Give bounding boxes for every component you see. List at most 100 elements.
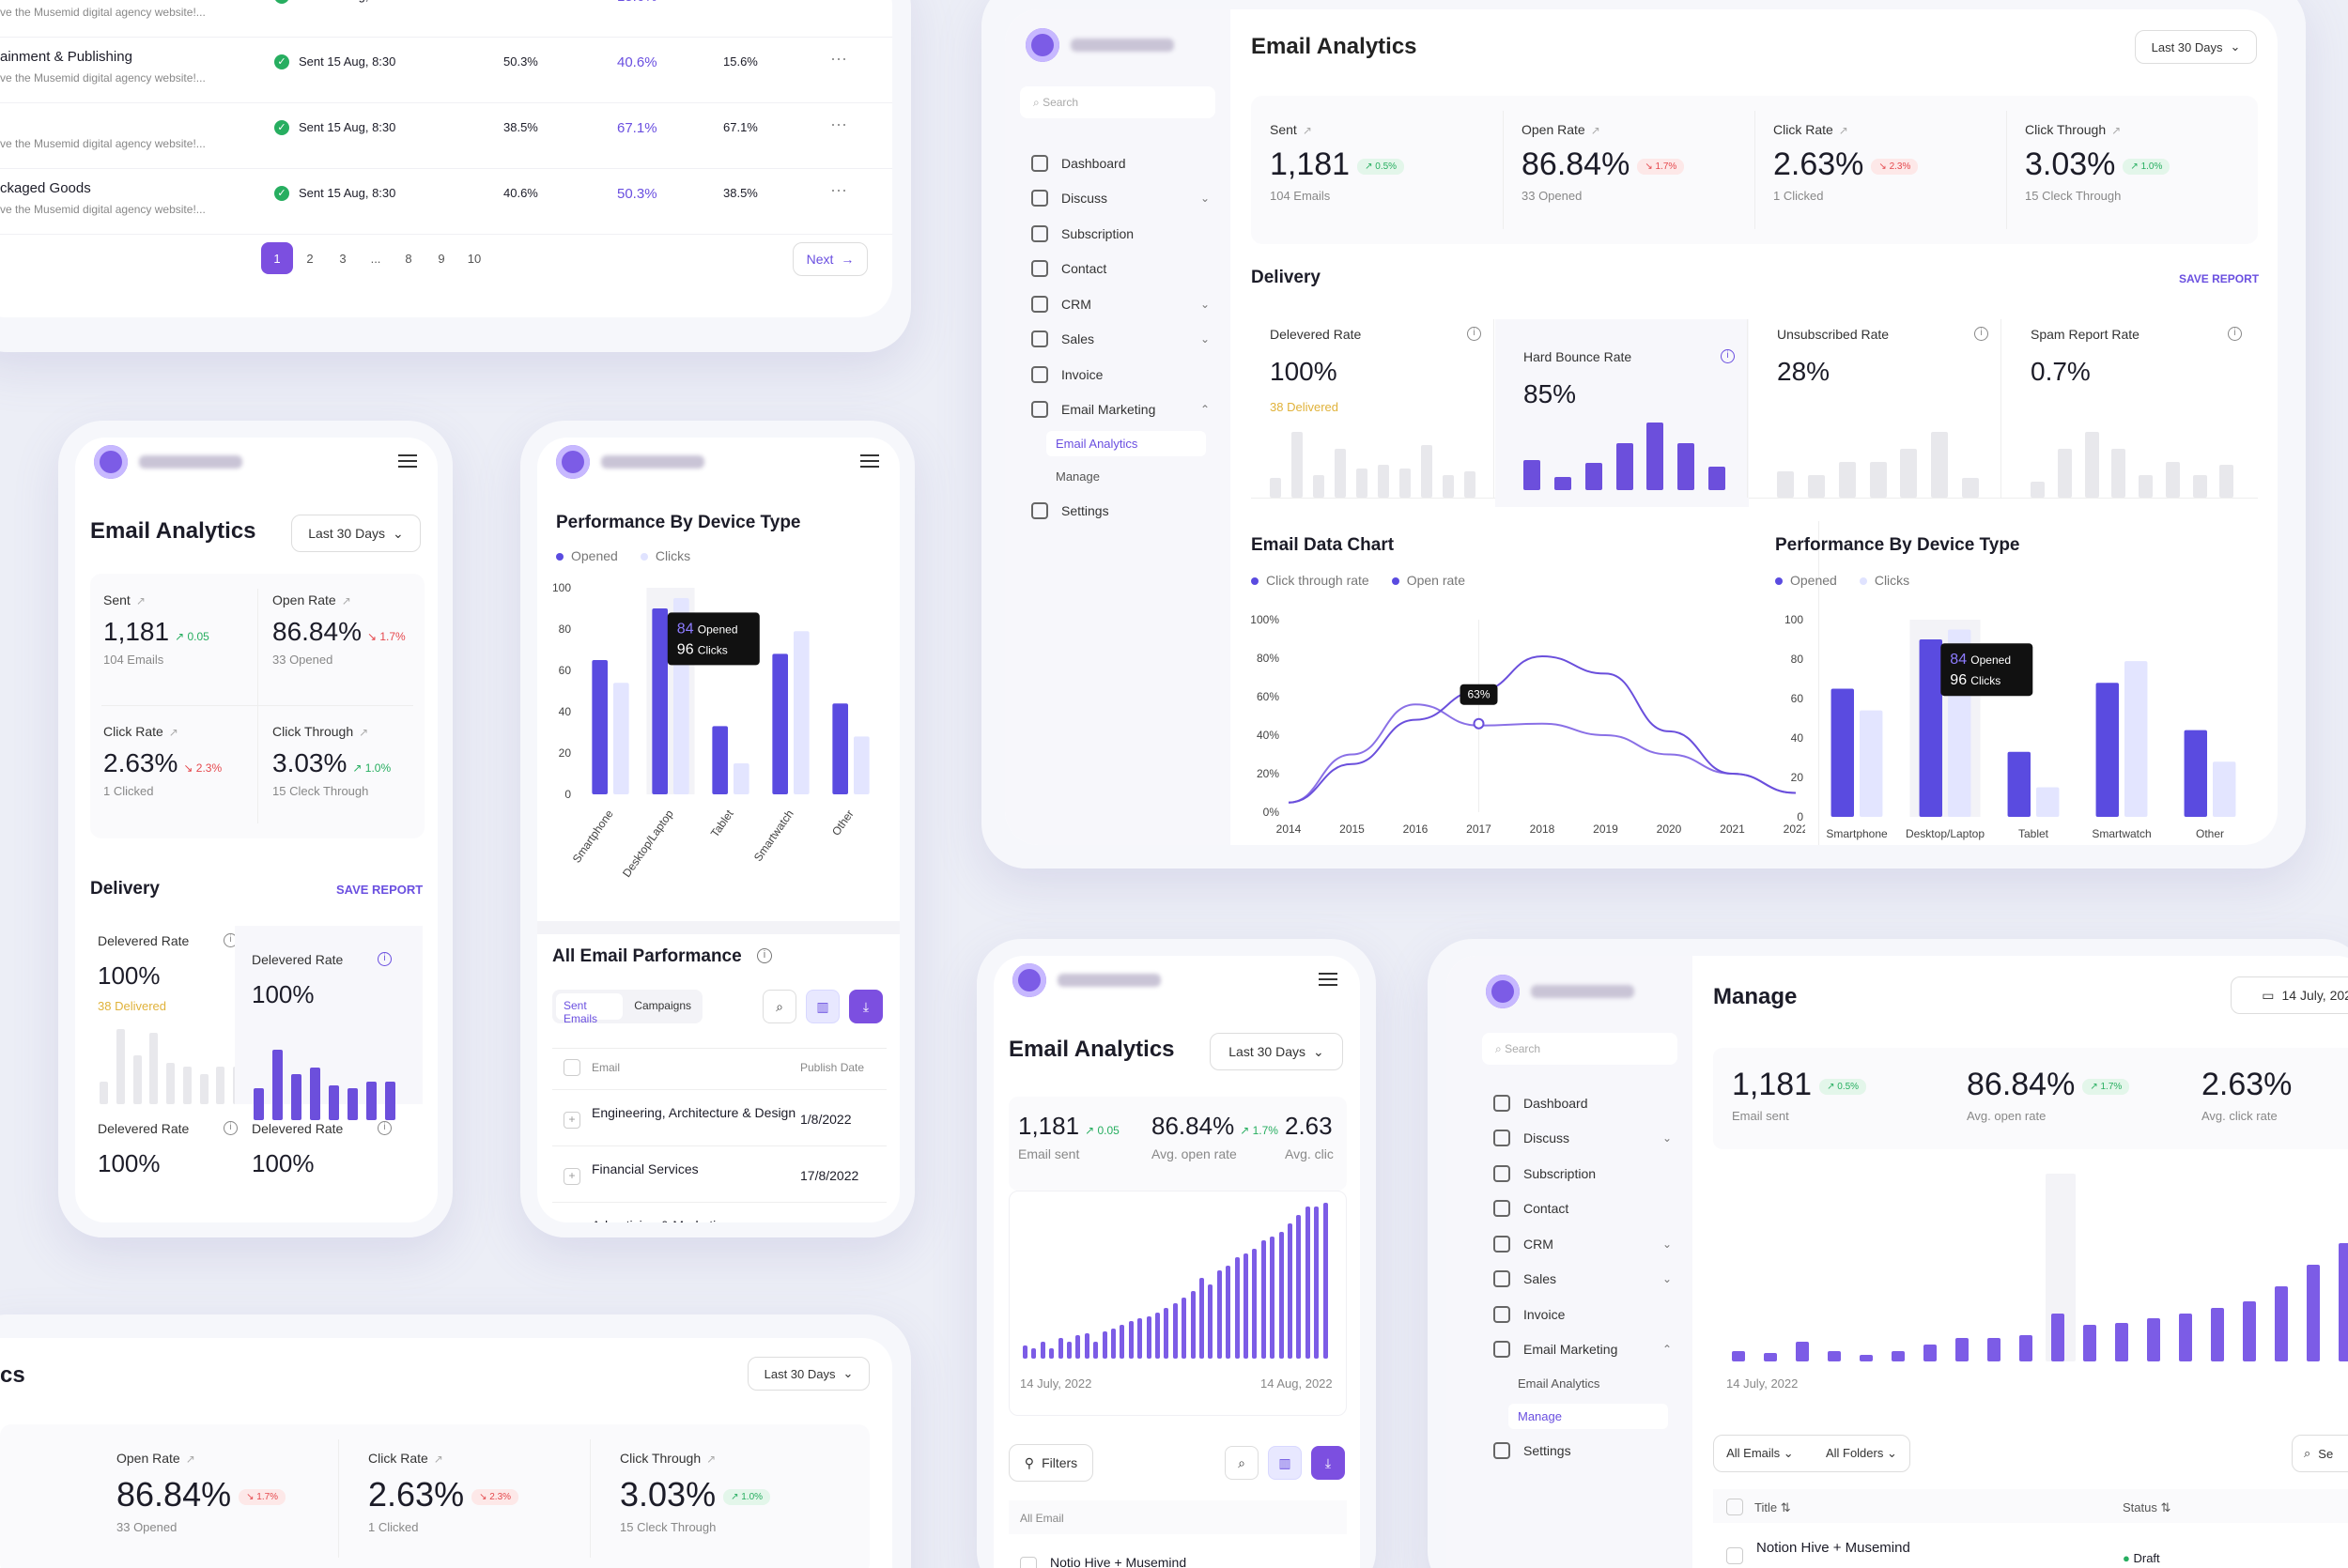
select-all-checkbox[interactable] (1726, 1499, 1743, 1515)
external-link-icon[interactable]: ↗ (1590, 124, 1600, 137)
bar-opened[interactable] (1919, 639, 1942, 817)
hover-point[interactable] (1473, 717, 1485, 730)
bar-clicks[interactable] (2213, 761, 2236, 817)
external-link-icon[interactable]: ↗ (706, 1453, 717, 1466)
page-6[interactable]: 9 (438, 251, 445, 266)
sidebar-item-manage[interactable]: Manage (1508, 1404, 1668, 1429)
info-icon[interactable]: i (378, 1121, 392, 1135)
columns-button[interactable]: ▥ (1268, 1446, 1302, 1480)
bar-clicks[interactable] (1860, 710, 1883, 817)
bar-opened[interactable] (772, 653, 788, 794)
bar[interactable] (1120, 1325, 1125, 1359)
menu-icon[interactable] (1319, 973, 1337, 986)
info-icon[interactable]: i (1721, 349, 1735, 363)
sidebar-item-email-marketing[interactable]: Email Marketing ⌃ (1493, 1341, 1672, 1358)
table-row[interactable]: ckaged Goods ve the Musemid digital agenc… (0, 169, 892, 235)
all-folders-dropdown[interactable]: All Folders ⌄ (1825, 1446, 1897, 1460)
sidebar-item-crm[interactable]: CRM ⌄ (1493, 1236, 1672, 1253)
row-email[interactable]: Engineering, Architecture & Design (592, 1105, 796, 1120)
bar-opened[interactable] (2095, 683, 2119, 817)
bar[interactable] (1199, 1277, 1204, 1359)
more-icon[interactable]: ··· (830, 0, 847, 3)
row-checkbox[interactable] (1020, 1557, 1037, 1568)
next-button[interactable]: Next → (793, 242, 868, 276)
bar[interactable] (2147, 1318, 2160, 1361)
info-icon[interactable]: i (2228, 327, 2242, 341)
bar[interactable] (1128, 1321, 1134, 1359)
bar[interactable] (1305, 1207, 1310, 1359)
sidebar-item-contact[interactable]: Contact (1493, 1200, 1568, 1217)
bar-clicks[interactable] (2036, 787, 2060, 818)
external-link-icon[interactable]: ↗ (433, 1453, 443, 1466)
bar[interactable] (1102, 1331, 1107, 1359)
bar-clicks[interactable] (734, 763, 749, 794)
columns-button[interactable]: ▥ (806, 990, 840, 1023)
bar[interactable] (1296, 1215, 1302, 1359)
bar[interactable] (1172, 1302, 1178, 1359)
bar[interactable] (2083, 1324, 2096, 1361)
bar-clicks[interactable] (2124, 661, 2148, 817)
select-all-checkbox[interactable] (564, 1059, 580, 1076)
page-7[interactable]: 10 (467, 251, 482, 266)
bar[interactable] (1146, 1316, 1151, 1359)
bar[interactable] (1260, 1240, 1266, 1359)
bar-opened[interactable] (832, 703, 848, 794)
bar-clicks[interactable] (613, 683, 629, 794)
sidebar-item-subscription[interactable]: Subscription (1493, 1165, 1596, 1182)
row-email[interactable]: Advertising & Marketing (592, 1217, 798, 1222)
bar[interactable] (2211, 1307, 2224, 1361)
sidebar-item-manage[interactable]: Manage (1056, 469, 1100, 484)
range-dropdown[interactable]: Last 30 Days ⌄ (748, 1357, 870, 1391)
expand-icon[interactable]: + (564, 1168, 580, 1185)
bar[interactable] (2275, 1285, 2288, 1361)
bar[interactable] (1111, 1328, 1116, 1359)
bar[interactable] (1322, 1203, 1328, 1359)
sidebar-item-subscription[interactable]: Subscription (1031, 225, 1134, 242)
page-3[interactable]: 3 (339, 251, 347, 266)
bar[interactable] (1208, 1284, 1213, 1359)
bar[interactable] (1892, 1350, 1905, 1361)
bar[interactable] (2051, 1314, 2064, 1361)
bar-opened[interactable] (2007, 751, 2031, 817)
search-button[interactable]: ⌕ (763, 990, 796, 1023)
bar[interactable] (1314, 1207, 1320, 1359)
page-5[interactable]: 8 (405, 251, 412, 266)
bar[interactable] (1923, 1344, 1937, 1361)
sidebar-item-discuss[interactable]: Discuss ⌄ (1031, 190, 1210, 207)
search-button[interactable]: ⌕ (1225, 1446, 1259, 1480)
bar[interactable] (1155, 1313, 1160, 1359)
line-open-rate[interactable] (1288, 654, 1797, 804)
bar[interactable] (1278, 1232, 1284, 1359)
filters-button[interactable]: ⚲ Filters (1009, 1444, 1093, 1482)
external-link-icon[interactable]: ↗ (1838, 124, 1848, 137)
sidebar-item-settings[interactable]: Settings (1493, 1442, 1571, 1459)
bar[interactable] (1067, 1342, 1072, 1359)
col-title[interactable]: Title ⇅ (1754, 1500, 1791, 1514)
bar[interactable] (1828, 1350, 1841, 1361)
sidebar-item-settings[interactable]: Settings (1031, 502, 1109, 519)
bar-opened[interactable] (652, 608, 668, 794)
bar[interactable] (2019, 1335, 2032, 1361)
bar[interactable] (1216, 1270, 1222, 1359)
bar[interactable] (1226, 1266, 1231, 1359)
external-link-icon[interactable]: ↗ (1302, 124, 1312, 137)
download-button[interactable]: ⤓ (849, 990, 883, 1023)
search-input[interactable]: ⌕ Search (1482, 1033, 1677, 1065)
menu-icon[interactable] (860, 454, 879, 468)
download-button[interactable]: ⤓ (1311, 1446, 1345, 1480)
bar-opened[interactable] (1831, 688, 1854, 818)
bar[interactable] (2307, 1264, 2320, 1361)
bar[interactable] (1182, 1298, 1187, 1359)
sidebar-item-email-analytics[interactable]: Email Analytics (1046, 431, 1206, 456)
tab-campaigns[interactable]: Campaigns (634, 999, 691, 1012)
bar[interactable] (1764, 1352, 1777, 1361)
bar-clicks[interactable] (794, 631, 810, 794)
expand-icon[interactable]: + (564, 1112, 580, 1129)
sidebar-item-crm[interactable]: CRM ⌄ (1031, 296, 1210, 313)
bar[interactable] (1796, 1342, 1809, 1361)
sidebar-item-sales[interactable]: Sales ⌄ (1031, 331, 1210, 347)
more-icon[interactable]: ··· (830, 49, 847, 68)
range-dropdown[interactable]: Last 30 Days ⌄ (2135, 30, 2257, 64)
range-dropdown[interactable]: Last 30 Days ⌄ (291, 515, 421, 552)
date-picker[interactable]: ▭14 July, 2022 (2231, 976, 2348, 1014)
